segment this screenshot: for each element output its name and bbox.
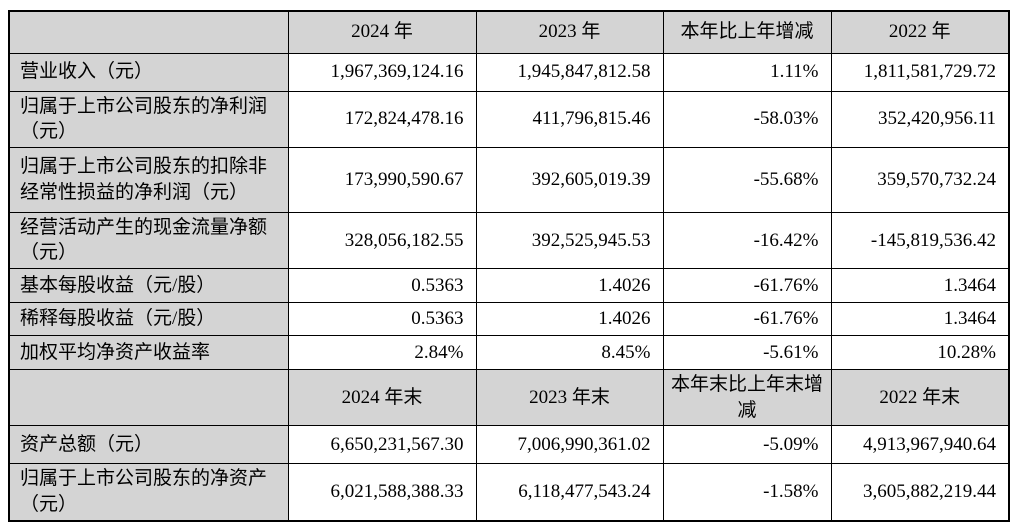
header-cell: 2024 年末 xyxy=(287,369,477,427)
value-cell: -1.58% xyxy=(662,463,832,522)
header-label-cell xyxy=(8,10,289,54)
financial-summary-table: 2024 年 2023 年本年比上年增减 2022 年营业收入（元） 1,967,36… xyxy=(8,10,1010,522)
row-label-cell: 归属于上市公司股东的扣除非经常性损益的净利润（元） xyxy=(8,146,289,213)
value-cell: 1.4026 xyxy=(475,302,664,337)
value-cell: 352,420,956.11 xyxy=(830,90,1010,148)
header-cell: 2023 年 xyxy=(475,10,664,54)
value-cell: 1,967,369,124.16 xyxy=(287,52,477,92)
value-cell: 0.5363 xyxy=(287,268,477,304)
value-cell: 1.3464 xyxy=(830,268,1010,304)
value-cell: 411,796,815.46 xyxy=(475,90,664,148)
table-row: 归属于上市公司股东的净利润（元） 172,824,478.16 411,796,81… xyxy=(8,90,1010,148)
header-cell: 2022 年末 xyxy=(830,369,1010,427)
table-row: 稀释每股收益（元/股） 0.5363 1.4026 -61.76% 1.3464 xyxy=(8,302,1010,337)
value-cell: 359,570,732.24 xyxy=(830,146,1010,213)
table-row: 资产总额（元） 6,650,231,567.30 7,006,990,361.02-… xyxy=(8,425,1010,465)
row-label-cell: 稀释每股收益（元/股） xyxy=(8,302,289,337)
value-cell: 172,824,478.16 xyxy=(287,90,477,148)
value-cell: 392,605,019.39 xyxy=(475,146,664,213)
value-cell: 2.84% xyxy=(287,335,477,371)
value-cell: 1.4026 xyxy=(475,268,664,304)
row-label-cell: 归属于上市公司股东的净利润（元） xyxy=(8,90,289,148)
row-label-cell: 资产总额（元） xyxy=(8,425,289,465)
value-cell: 6,021,588,388.33 xyxy=(287,463,477,522)
value-cell: 4,913,967,940.64 xyxy=(830,425,1010,465)
table-row: 基本每股收益（元/股） 0.5363 1.4026 -61.76% 1.3464 xyxy=(8,268,1010,304)
value-cell: -61.76% xyxy=(662,268,832,304)
value-cell: 3,605,882,219.44 xyxy=(830,463,1010,522)
value-cell: 1.3464 xyxy=(830,302,1010,337)
table-row: 经营活动产生的现金流量净额（元） 328,056,182.55 392,525,94… xyxy=(8,211,1010,270)
header-label-cell xyxy=(8,369,289,427)
value-cell: 10.28% xyxy=(830,335,1010,371)
value-cell: 0.5363 xyxy=(287,302,477,337)
table-body: 2024 年 2023 年本年比上年增减 2022 年营业收入（元） 1,967,36… xyxy=(8,10,1010,522)
header-cell: 2023 年末 xyxy=(475,369,664,427)
table-row: 归属于上市公司股东的净资产（元） 6,021,588,388.33 6,118,47… xyxy=(8,463,1010,522)
header-cell: 本年末比上年末增减 xyxy=(662,369,832,427)
value-cell: -5.09% xyxy=(662,425,832,465)
header-cell: 2024 年 xyxy=(287,10,477,54)
value-cell: 173,990,590.67 xyxy=(287,146,477,213)
value-cell: 6,118,477,543.24 xyxy=(475,463,664,522)
value-cell: -16.42% xyxy=(662,211,832,270)
value-cell: -5.61% xyxy=(662,335,832,371)
value-cell: -58.03% xyxy=(662,90,832,148)
page: 2024 年 2023 年本年比上年增减 2022 年营业收入（元） 1,967,36… xyxy=(8,10,1010,522)
row-label-cell: 归属于上市公司股东的净资产（元） xyxy=(8,463,289,522)
header-cell: 本年比上年增减 xyxy=(662,10,832,54)
header-cell: 2022 年 xyxy=(830,10,1010,54)
value-cell: 8.45% xyxy=(475,335,664,371)
table-row: 归属于上市公司股东的扣除非经常性损益的净利润（元） 173,990,590.67 3… xyxy=(8,146,1010,213)
table-row: 加权平均净资产收益率 2.84% 8.45% -5.61% 10.28% xyxy=(8,335,1010,371)
value-cell: -55.68% xyxy=(662,146,832,213)
table-row: 营业收入（元） 1,967,369,124.16 1,945,847,812.58 1… xyxy=(8,52,1010,92)
row-label-cell: 经营活动产生的现金流量净额（元） xyxy=(8,211,289,270)
row-label-cell: 基本每股收益（元/股） xyxy=(8,268,289,304)
value-cell: 1.11% xyxy=(662,52,832,92)
value-cell: 392,525,945.53 xyxy=(475,211,664,270)
row-label-cell: 营业收入（元） xyxy=(8,52,289,92)
value-cell: 7,006,990,361.02 xyxy=(475,425,664,465)
value-cell: 6,650,231,567.30 xyxy=(287,425,477,465)
row-label-cell: 加权平均净资产收益率 xyxy=(8,335,289,371)
value-cell: 1,811,581,729.72 xyxy=(830,52,1010,92)
value-cell: -61.76% xyxy=(662,302,832,337)
value-cell: 328,056,182.55 xyxy=(287,211,477,270)
table-header-row: 2024 年 2023 年本年比上年增减 2022 年 xyxy=(8,10,1010,54)
value-cell: 1,945,847,812.58 xyxy=(475,52,664,92)
value-cell: -145,819,536.42 xyxy=(830,211,1010,270)
table-header-row: 2024 年末 2023 年末 本年末比上年末增减 2022 年末 xyxy=(8,369,1010,427)
